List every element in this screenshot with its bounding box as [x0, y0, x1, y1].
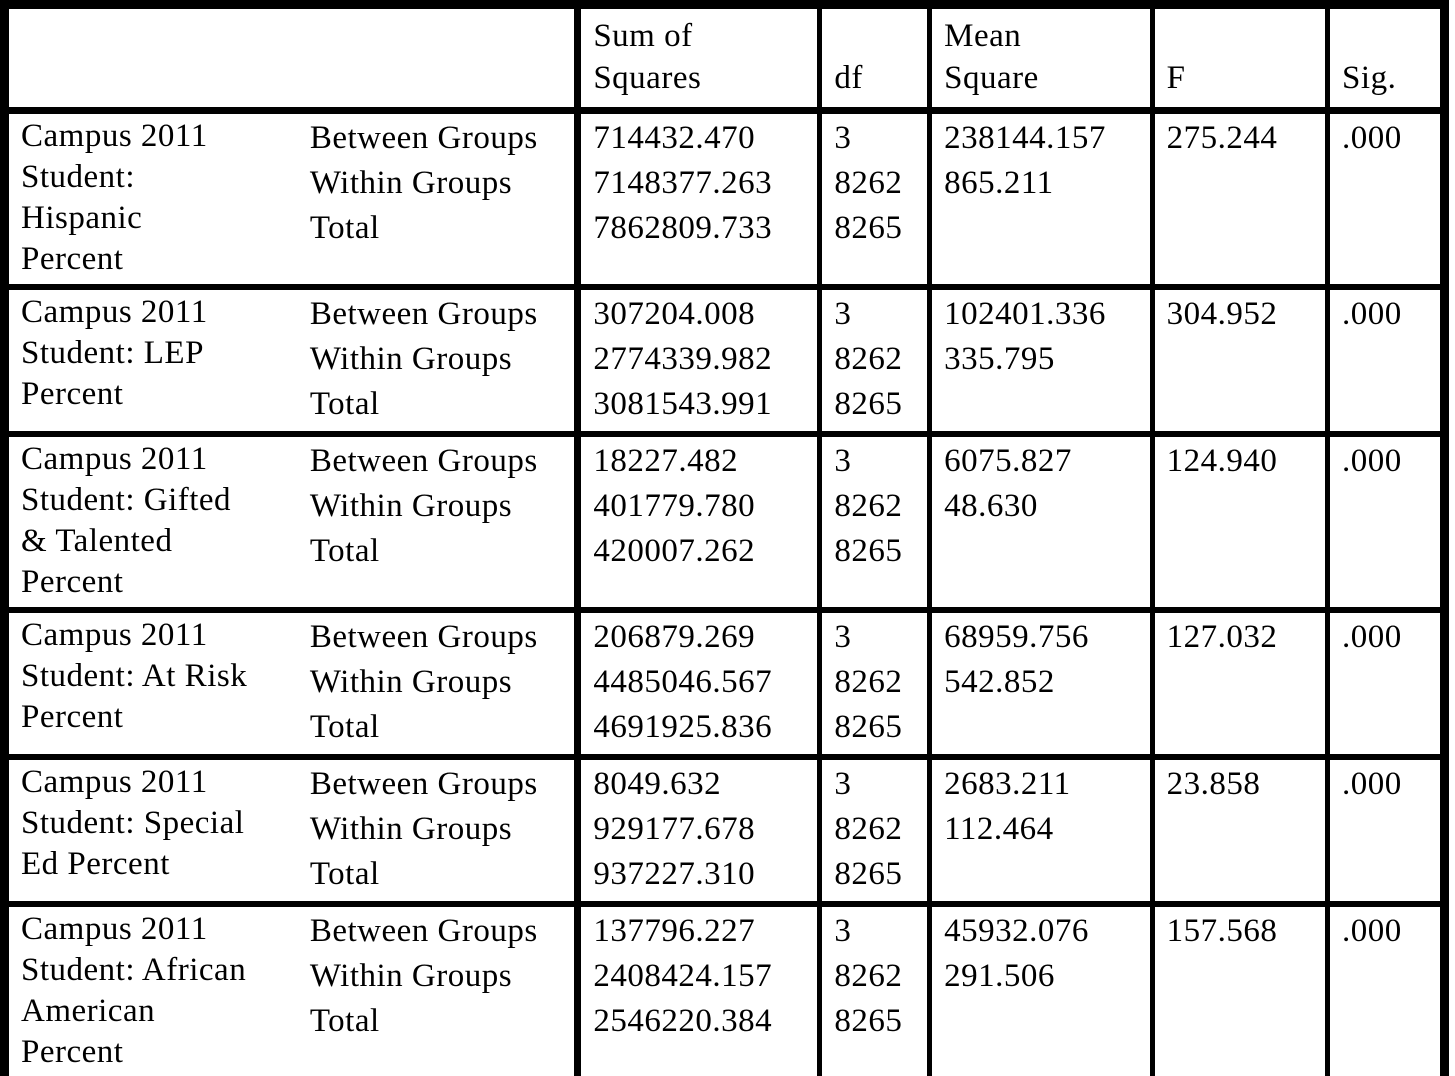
group-labels-cell: Between Groups Within Groups Total: [297, 110, 582, 287]
table-row: Campus 2011 Student: African American Pe…: [4, 904, 1445, 1076]
df-cell: 3 8262 8265: [819, 287, 933, 434]
group-labels-cell: Between Groups Within Groups Total: [297, 610, 582, 757]
mean-square-cell: 2683.211 112.464: [929, 757, 1155, 904]
sig-cell: .000: [1342, 619, 1402, 655]
f-cell: 157.568: [1152, 904, 1331, 1076]
sum-of-squares-cell: 8049.632 929177.678 937227.310: [577, 757, 823, 904]
f-cell: 127.032: [1152, 610, 1331, 757]
sig-cell: .000: [1342, 120, 1402, 156]
variable-label-cell: Campus 2011 Student: Special Ed Percent: [21, 764, 245, 882]
header-sum-of-squares: Sum of Squares: [577, 4, 823, 114]
header-f: F: [1152, 4, 1331, 114]
mean-square-cell: 6075.827 48.630: [929, 434, 1155, 610]
variable-label-cell: Campus 2011 Student: African American Pe…: [21, 911, 247, 1070]
header-mean-square: Mean Square: [929, 4, 1155, 114]
sum-of-squares-cell: 206879.269 4485046.567 4691925.836: [577, 610, 823, 757]
sig-cell: .000: [1342, 913, 1402, 949]
group-labels-cell: Between Groups Within Groups Total: [297, 904, 582, 1076]
table-row: Campus 2011 Student: Special Ed Percent …: [4, 757, 1445, 904]
f-cell: 23.858: [1152, 757, 1331, 904]
mean-square-cell: 68959.756 542.852: [929, 610, 1155, 757]
f-cell: 124.940: [1152, 434, 1331, 610]
df-cell: 3 8262 8265: [819, 610, 933, 757]
header-row: Sum of Squares df Mean Square F Sig.: [4, 4, 1445, 114]
mean-square-cell: 102401.336 335.795: [929, 287, 1155, 434]
table-row: Campus 2011 Student: LEP Percent Between…: [4, 287, 1445, 434]
header-df: df: [819, 4, 933, 114]
df-cell: 3 8262 8265: [819, 110, 933, 287]
group-labels-cell: Between Groups Within Groups Total: [297, 434, 582, 610]
table-row: Campus 2011 Student: At Risk Percent Bet…: [4, 610, 1445, 757]
variable-label-cell: Campus 2011 Student: Hispanic Percent: [21, 118, 208, 277]
header-sig: Sig.: [1327, 4, 1445, 114]
variable-label-cell: Campus 2011 Student: LEP Percent: [21, 294, 208, 412]
df-cell: 3 8262 8265: [819, 757, 933, 904]
df-cell: 3 8262 8265: [819, 434, 933, 610]
mean-square-cell: 238144.157 865.211: [929, 110, 1155, 287]
variable-label-cell: Campus 2011 Student: At Risk Percent: [21, 617, 248, 735]
sum-of-squares-cell: 307204.008 2774339.982 3081543.991: [577, 287, 823, 434]
table-row: Campus 2011 Student: Gifted & Talented P…: [4, 434, 1445, 610]
sig-cell: .000: [1342, 296, 1402, 332]
group-labels-cell: Between Groups Within Groups Total: [297, 757, 582, 904]
mean-square-cell: 45932.076 291.506: [929, 904, 1155, 1076]
header-empty-cell: [4, 4, 582, 114]
f-cell: 275.244: [1152, 110, 1331, 287]
sig-cell: .000: [1342, 766, 1402, 802]
variable-label-cell: Campus 2011 Student: Gifted & Talented P…: [21, 441, 232, 600]
sum-of-squares-cell: 18227.482 401779.780 420007.262: [577, 434, 823, 610]
group-labels-cell: Between Groups Within Groups Total: [297, 287, 582, 434]
sum-of-squares-cell: 714432.470 7148377.263 7862809.733: [577, 110, 823, 287]
table-row: Campus 2011 Student: Hispanic Percent Be…: [4, 110, 1445, 287]
sig-cell: .000: [1342, 443, 1402, 479]
f-cell: 304.952: [1152, 287, 1331, 434]
df-cell: 3 8262 8265: [819, 904, 933, 1076]
sum-of-squares-cell: 137796.227 2408424.157 2546220.384: [577, 904, 823, 1076]
